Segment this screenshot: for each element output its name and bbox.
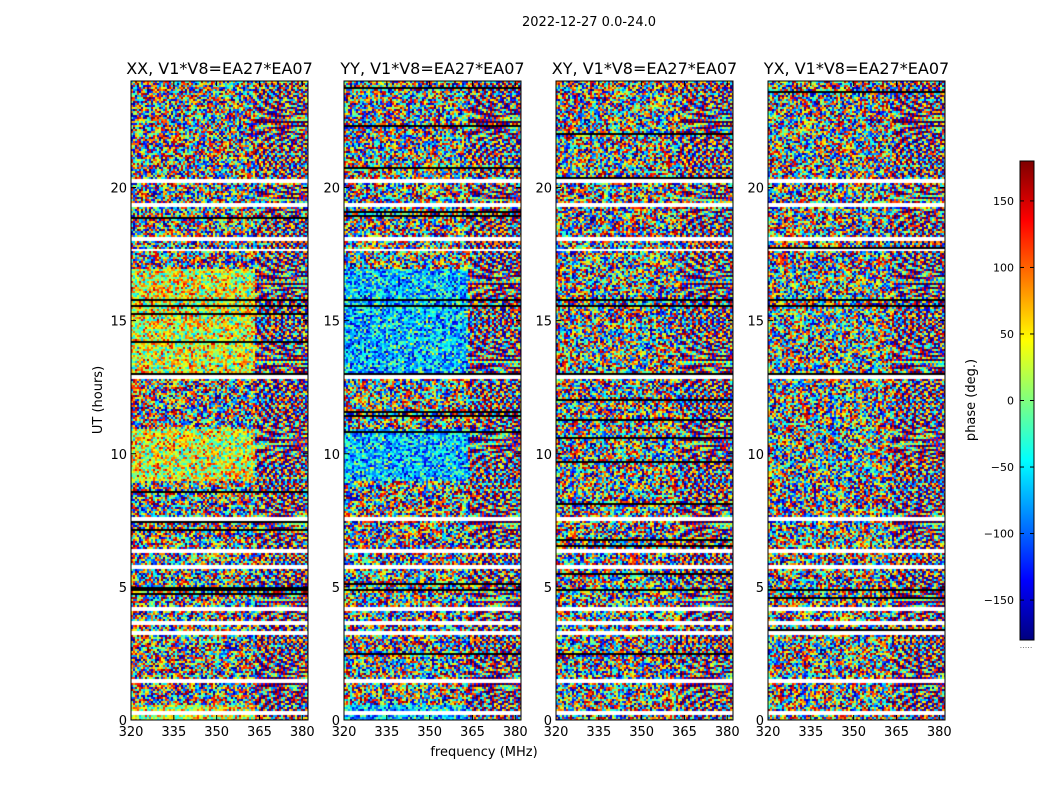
x-tick-label: 335 xyxy=(161,725,186,740)
x-tick-label: 365 xyxy=(460,725,485,740)
x-tick-label: 320 xyxy=(119,725,144,740)
phase-heatmap xyxy=(344,81,521,720)
y-tick-label: 20 xyxy=(323,182,340,197)
y-tick-label: 15 xyxy=(110,315,127,330)
colorbar-tick-label: 50 xyxy=(1000,328,1014,341)
y-tick-label: 0 xyxy=(544,714,552,729)
y-tick-label: 20 xyxy=(535,182,552,197)
panel-title: YY, V1*V8=EA27*EA07 xyxy=(339,59,524,78)
panel-yy: YY, V1*V8=EA27*EA07 320 335 350 365 380 0 5 10 15… xyxy=(323,59,527,740)
y-tick-label: 0 xyxy=(332,714,340,729)
y-tick-label: 10 xyxy=(110,448,127,463)
x-tick-label: 380 xyxy=(503,725,528,740)
colorbar-tick-label: 150 xyxy=(993,195,1014,208)
colorbar-tick-label: 100 xyxy=(993,261,1014,274)
figure-suptitle: 2022-12-27 0.0-24.0 xyxy=(522,15,656,30)
colorbar-label: phase (deg.) xyxy=(964,359,979,441)
x-tick-label: 350 xyxy=(629,725,654,740)
colorbar-footnote: ..... xyxy=(1020,641,1033,650)
phase-heatmap xyxy=(556,81,733,720)
x-tick-label: 380 xyxy=(290,725,315,740)
y-tick-label: 5 xyxy=(332,581,340,596)
x-tick-label: 365 xyxy=(247,725,272,740)
x-tick-label: 365 xyxy=(672,725,697,740)
x-tick-label: 350 xyxy=(417,725,442,740)
panel-yx: YX, V1*V8=EA27*EA07 320 335 350 365 380 0 5 10 15… xyxy=(747,59,951,740)
x-tick-label: 380 xyxy=(927,725,952,740)
x-tick-label: 335 xyxy=(374,725,399,740)
x-tick-label: 380 xyxy=(715,725,740,740)
y-tick-label: 5 xyxy=(119,581,127,596)
phase-heatmap xyxy=(131,81,308,720)
panel-frame xyxy=(767,80,946,721)
panel-xy: XY, V1*V8=EA27*EA07 320 335 350 365 380 0 5 10 15… xyxy=(535,59,739,740)
y-tick-label: 15 xyxy=(535,315,552,330)
panels: XX, V1*V8=EA27*EA07 320 335 350 365 380 0 5 10 15… xyxy=(110,59,951,740)
x-tick-label: 335 xyxy=(586,725,611,740)
x-tick-label: 320 xyxy=(756,725,781,740)
x-tick-label: 365 xyxy=(884,725,909,740)
x-tick-label: 320 xyxy=(544,725,569,740)
x-tick-label: 335 xyxy=(798,725,823,740)
y-axis-label: UT (hours) xyxy=(91,366,106,434)
panel-title: YX, V1*V8=EA27*EA07 xyxy=(763,59,949,78)
x-tick-label: 320 xyxy=(332,725,357,740)
y-tick-label: 10 xyxy=(535,448,552,463)
phase-heatmap xyxy=(768,81,945,720)
panel-title: XY, V1*V8=EA27*EA07 xyxy=(552,59,737,78)
colorbar: 150 100 50 0 −50 −100 −150 xyxy=(984,160,1035,641)
colorbar-tick-label: −100 xyxy=(984,528,1014,541)
x-axis-label: frequency (MHz) xyxy=(430,745,537,760)
panel-xx: XX, V1*V8=EA27*EA07 320 335 350 365 380 0 5 10 15… xyxy=(110,59,314,740)
panel-frame xyxy=(555,80,734,721)
x-tick-label: 350 xyxy=(841,725,866,740)
colorbar-tick-label: −50 xyxy=(991,461,1014,474)
y-tick-label: 10 xyxy=(323,448,340,463)
colorbar-tick-label: 0 xyxy=(1007,395,1014,408)
panel-frame xyxy=(130,80,309,721)
x-tick-label: 350 xyxy=(204,725,229,740)
panel-title: XX, V1*V8=EA27*EA07 xyxy=(126,59,313,78)
y-tick-label: 5 xyxy=(756,581,764,596)
y-tick-label: 15 xyxy=(323,315,340,330)
y-tick-label: 10 xyxy=(747,448,764,463)
colorbar-tick-label: −150 xyxy=(984,594,1014,607)
y-tick-label: 0 xyxy=(119,714,127,729)
y-tick-label: 0 xyxy=(756,714,764,729)
y-tick-label: 5 xyxy=(544,581,552,596)
y-tick-label: 20 xyxy=(110,182,127,197)
y-tick-label: 20 xyxy=(747,182,764,197)
y-tick-label: 15 xyxy=(747,315,764,330)
panel-frame xyxy=(343,80,522,721)
